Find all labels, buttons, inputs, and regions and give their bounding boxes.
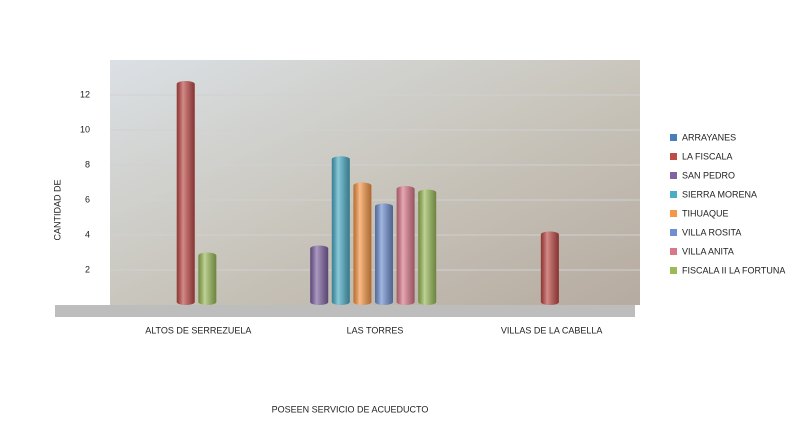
legend-swatch bbox=[670, 210, 677, 217]
legend-swatch bbox=[670, 267, 677, 274]
legend-label: VILLA ANITA bbox=[682, 246, 734, 256]
legend-label: ARRAYANES bbox=[682, 132, 736, 142]
floor bbox=[55, 305, 635, 317]
bar-shade bbox=[540, 231, 559, 305]
x-tick-label: ALTOS DE SERREZUELA bbox=[145, 325, 251, 335]
legend-swatch bbox=[670, 229, 677, 236]
y-tick-label: 8 bbox=[85, 159, 90, 169]
y-tick-label: 4 bbox=[85, 229, 90, 239]
bar-shade bbox=[176, 81, 195, 305]
legend-swatch bbox=[670, 191, 677, 198]
legend-label: SIERRA MORENA bbox=[682, 189, 757, 199]
legend-swatch bbox=[670, 172, 677, 179]
y-tick-label: 2 bbox=[85, 264, 90, 274]
x-tick-label: LAS TORRES bbox=[347, 325, 404, 335]
legend-label: FISCALA II LA FORTUNA bbox=[682, 265, 785, 275]
legend-swatch bbox=[670, 134, 677, 141]
legend-swatch bbox=[670, 153, 677, 160]
y-axis-title: CANTIDAD DE bbox=[52, 179, 62, 240]
bar-shade bbox=[310, 245, 329, 305]
legend-label: VILLA ROSITA bbox=[682, 227, 741, 237]
bar-shade bbox=[418, 189, 437, 305]
bar-shade bbox=[353, 182, 372, 305]
bar-shade bbox=[396, 186, 415, 305]
x-axis-title: POSEEN SERVICIO DE ACUEDUCTO bbox=[272, 404, 429, 414]
bar-shade bbox=[198, 252, 217, 305]
y-tick-label: 10 bbox=[80, 124, 90, 134]
legend-swatch bbox=[670, 248, 677, 255]
bar-shade bbox=[375, 203, 393, 305]
legend-label: SAN PEDRO bbox=[682, 170, 735, 180]
legend-label: LA FISCALA bbox=[682, 151, 733, 161]
y-tick-label: 6 bbox=[85, 194, 90, 204]
legend-label: TIHUAQUE bbox=[682, 208, 729, 218]
bar-shade bbox=[331, 156, 350, 305]
y-tick-label: 12 bbox=[80, 89, 90, 99]
x-tick-label: VILLAS DE LA CABELLA bbox=[501, 325, 603, 335]
